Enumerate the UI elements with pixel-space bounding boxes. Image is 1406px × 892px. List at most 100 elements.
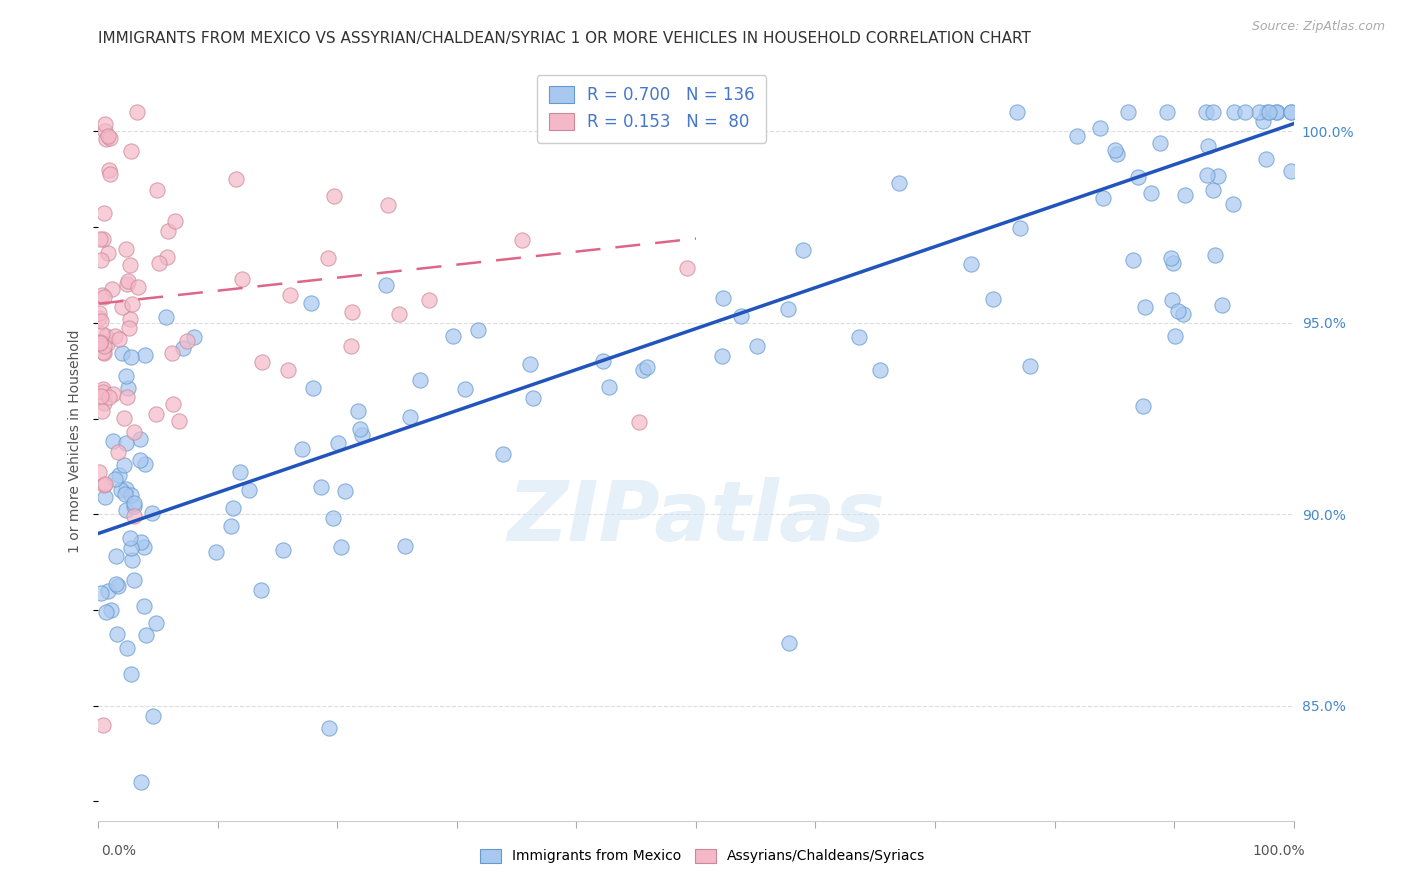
Point (299, 296, 322, 310)
Point (100, 131, 122, 145)
Point (93, 339, 115, 353)
Point (108, 468, 131, 483)
Point (120, 144, 142, 158)
Point (1222, 196, 1244, 211)
Point (117, 380, 139, 394)
Point (93, 117, 115, 131)
Point (1161, 256, 1184, 270)
Point (115, 242, 138, 256)
Point (889, 177, 911, 191)
Point (467, 322, 489, 336)
Point (93, 291, 115, 305)
Point (318, 722, 340, 736)
Point (1204, 248, 1226, 262)
Point (90, 253, 112, 268)
Point (1149, 136, 1171, 150)
Point (278, 287, 301, 301)
Point (162, 396, 184, 410)
Point (1161, 293, 1184, 307)
Point (120, 488, 142, 502)
Point (97, 583, 120, 598)
Point (115, 390, 138, 404)
Point (91, 385, 114, 400)
Point (1107, 147, 1129, 161)
Point (848, 329, 870, 343)
Point (183, 330, 205, 344)
Point (129, 452, 152, 467)
Point (134, 457, 156, 471)
Point (453, 382, 475, 396)
Point (98, 167, 121, 181)
Point (115, 641, 138, 656)
Text: ZIPatlas: ZIPatlas (508, 477, 884, 558)
Point (89, 232, 111, 246)
Point (165, 213, 187, 227)
Point (117, 321, 139, 335)
Point (592, 354, 614, 368)
Point (628, 415, 651, 429)
Point (94, 124, 117, 138)
Point (776, 301, 799, 316)
Point (105, 549, 128, 564)
Point (205, 545, 228, 559)
Point (1279, 105, 1302, 120)
Point (1019, 359, 1042, 373)
Point (96, 336, 118, 351)
Point (1005, 105, 1028, 120)
Point (1211, 298, 1233, 312)
Point (93, 477, 115, 491)
Point (94, 476, 117, 491)
Point (1251, 114, 1274, 128)
Point (250, 355, 273, 369)
Point (1247, 105, 1270, 120)
Point (103, 387, 125, 401)
Point (322, 189, 344, 203)
Point (238, 483, 260, 497)
Point (90, 586, 112, 600)
Point (122, 499, 145, 513)
Point (107, 579, 129, 593)
Point (120, 531, 142, 545)
Point (522, 391, 544, 405)
Point (101, 282, 124, 296)
Point (110, 483, 132, 497)
Point (114, 503, 136, 517)
Point (91, 232, 114, 246)
Point (1281, 164, 1303, 178)
Point (122, 425, 145, 440)
Point (94, 490, 117, 504)
Point (598, 380, 620, 394)
Point (418, 293, 440, 307)
Point (271, 542, 294, 557)
Point (1104, 144, 1126, 158)
Point (1258, 105, 1281, 120)
Point (114, 487, 136, 501)
Point (340, 339, 363, 353)
Point (176, 334, 198, 348)
Point (90, 314, 112, 328)
Point (676, 260, 699, 275)
Point (1206, 169, 1229, 183)
Point (388, 307, 411, 321)
Point (90, 404, 112, 418)
Point (157, 224, 180, 238)
Point (1010, 220, 1032, 235)
Text: 0.0%: 0.0% (101, 844, 136, 857)
Point (1174, 188, 1197, 202)
Point (1132, 399, 1154, 413)
Point (87, 310, 110, 325)
Point (142, 709, 165, 723)
Point (112, 411, 135, 425)
Point (114, 483, 136, 497)
Point (91, 383, 114, 397)
Point (121, 553, 143, 567)
Point (229, 465, 252, 479)
Point (617, 109, 640, 123)
Point (510, 233, 533, 247)
Point (631, 363, 654, 377)
Point (97, 245, 120, 260)
Point (91, 718, 114, 732)
Point (409, 373, 432, 387)
Point (277, 363, 299, 377)
Point (960, 257, 983, 271)
